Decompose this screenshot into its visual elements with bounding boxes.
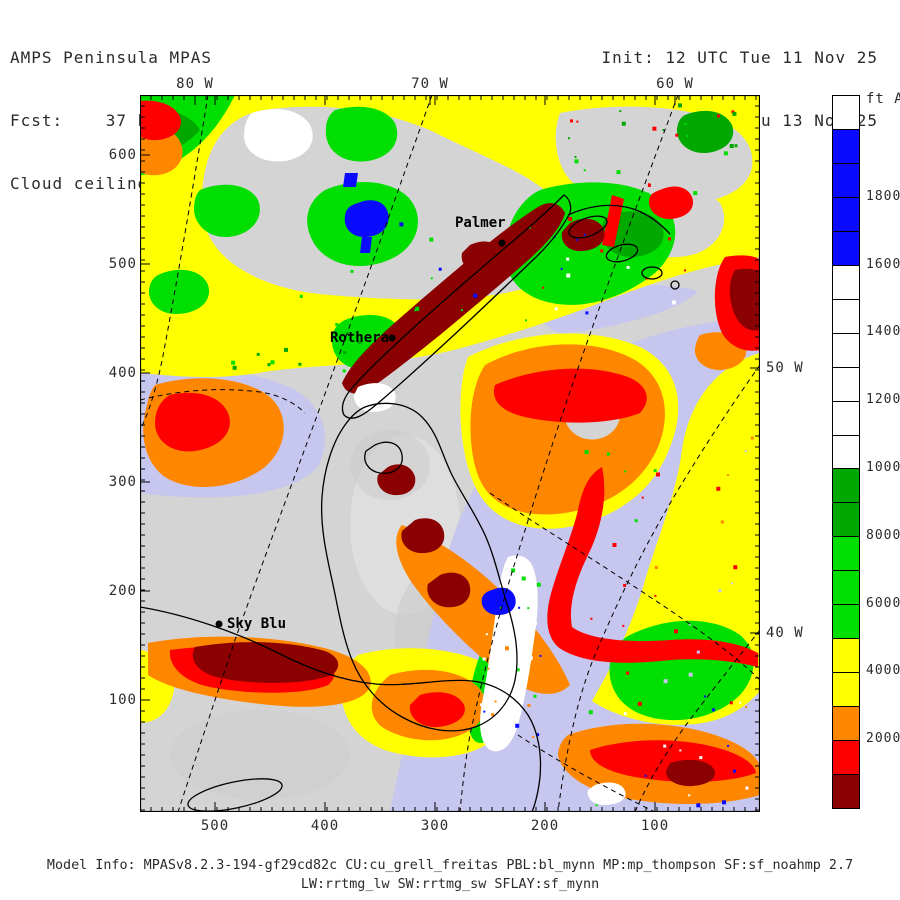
map-panel bbox=[139, 94, 761, 813]
ceiling-fill-regions bbox=[140, 95, 760, 805]
colorbar-cell bbox=[833, 536, 859, 571]
speckle-noise bbox=[231, 103, 754, 808]
colorbar-cell bbox=[833, 434, 859, 469]
y-axis-label: 300 bbox=[108, 474, 137, 490]
colorbar-cell bbox=[833, 332, 859, 367]
y-axis-label: 600 bbox=[108, 147, 137, 163]
longitude-label: 40 W bbox=[766, 625, 804, 641]
station-dot-rothera bbox=[388, 334, 396, 342]
colorbar-cell bbox=[833, 196, 859, 231]
graticule-lines bbox=[139, 94, 761, 813]
cloud-ceiling-map bbox=[139, 94, 761, 813]
station-label-sky-blu: Sky Blu bbox=[227, 616, 287, 632]
longitude-label: 70 W bbox=[411, 76, 449, 92]
colorbar-cell bbox=[833, 638, 859, 673]
y-axis-label: 100 bbox=[108, 692, 137, 708]
colorbar-scale bbox=[832, 95, 860, 809]
colorbar-cell bbox=[833, 96, 859, 129]
colorbar-cell bbox=[833, 264, 859, 299]
model-info-line1: Model Info: MPASv8.2.3-194-gf29cd82c CU:… bbox=[46, 858, 854, 873]
station-dot-palmer bbox=[498, 239, 506, 247]
x-axis-label: 400 bbox=[310, 818, 340, 834]
colorbar-tick-label: 6000 bbox=[866, 595, 900, 611]
colorbar-tick-label: 10000 bbox=[866, 459, 900, 475]
x-axis-label: 500 bbox=[200, 818, 230, 834]
station-label-palmer: Palmer bbox=[455, 215, 506, 231]
colorbar-tick-label: 2000 bbox=[866, 731, 900, 747]
colorbar-cell bbox=[833, 502, 859, 537]
station-dot-sky-blu bbox=[215, 620, 223, 628]
colorbar-tick-label: 18000 bbox=[866, 188, 900, 204]
y-axis-label: 200 bbox=[108, 583, 137, 599]
colorbar-cell bbox=[833, 740, 859, 775]
colorbar-tick-label: 14000 bbox=[866, 324, 900, 340]
colorbar-cell bbox=[833, 366, 859, 401]
colorbar-cell bbox=[833, 604, 859, 639]
longitude-label: 50 W bbox=[766, 360, 804, 376]
y-axis-label: 500 bbox=[108, 256, 137, 272]
model-info-line2: LW:rrtmg_lw SW:rrtmg_sw SFLAY:sf_mynn bbox=[300, 877, 600, 892]
station-label-rothera: Rothera bbox=[330, 330, 390, 346]
colorbar-tick-label: 8000 bbox=[866, 527, 900, 543]
model-title: AMPS Peninsula MPAS bbox=[10, 48, 213, 67]
colorbar-cell bbox=[833, 162, 859, 197]
colorbar-cell bbox=[833, 706, 859, 741]
colorbar-cell bbox=[833, 774, 859, 809]
colorbar-cell bbox=[833, 298, 859, 333]
colorbar-cell bbox=[833, 468, 859, 503]
longitude-label: 80 W bbox=[176, 76, 214, 92]
longitude-label: 60 W bbox=[656, 76, 694, 92]
x-axis-label: 300 bbox=[420, 818, 450, 834]
colorbar-cell bbox=[833, 128, 859, 163]
x-axis-label: 200 bbox=[530, 818, 560, 834]
colorbar-cell bbox=[833, 570, 859, 605]
colorbar-cell bbox=[833, 230, 859, 265]
map-border bbox=[139, 94, 761, 813]
x-axis-label: 100 bbox=[640, 818, 670, 834]
station-markers bbox=[215, 239, 506, 628]
y-axis-label: 400 bbox=[108, 365, 137, 381]
colorbar-cell bbox=[833, 400, 859, 435]
colorbar-tick-label: 16000 bbox=[866, 256, 900, 272]
coastlines bbox=[139, 194, 680, 813]
colorbar-tick-label: 4000 bbox=[866, 663, 900, 679]
colorbar-title: ft AGL bbox=[866, 91, 900, 107]
colorbar-tick-label: 12000 bbox=[866, 392, 900, 408]
colorbar-cell bbox=[833, 672, 859, 707]
init-time: Init: 12 UTC Tue 11 Nov 25 bbox=[601, 48, 878, 67]
